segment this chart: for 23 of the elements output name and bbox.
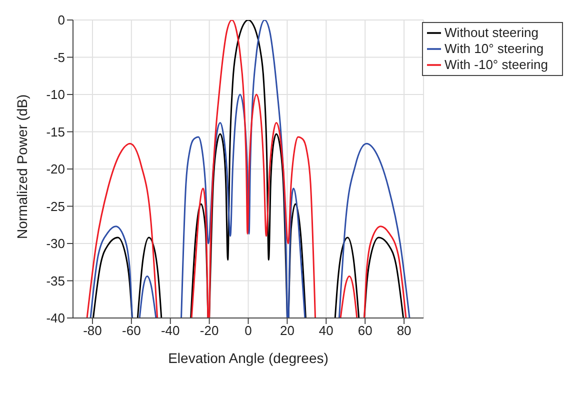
y-tick-label: 0 <box>58 12 65 28</box>
y-tick-label: -30 <box>46 236 65 252</box>
y-tick-label: -40 <box>46 310 65 326</box>
y-tick-label: -25 <box>46 198 65 214</box>
x-tick-label: 60 <box>358 323 372 338</box>
x-tick-label: -60 <box>122 323 141 338</box>
x-tick-label: 0 <box>244 323 252 338</box>
y-axis-title: Normalized Power (dB) <box>14 94 30 239</box>
y-tick-label: -10 <box>46 87 65 102</box>
x-tick-label: 40 <box>318 323 334 338</box>
x-tick-label: 20 <box>280 323 294 338</box>
y-tick-label: -35 <box>46 273 65 288</box>
x-axis-title: Elevation Angle (degrees) <box>168 350 328 366</box>
legend-label: With -10° steering <box>444 57 548 72</box>
x-tick-label: -40 <box>160 323 180 338</box>
x-tick-label: -80 <box>83 323 102 338</box>
y-tick-label: -5 <box>53 50 65 65</box>
x-tick-label: 80 <box>396 323 412 338</box>
y-tick-label: -20 <box>46 162 65 177</box>
y-tick-label: -15 <box>46 124 65 140</box>
x-tick-label: -20 <box>200 323 219 338</box>
legend-label: Without steering <box>444 25 538 40</box>
legend-label: With 10° steering <box>444 41 544 56</box>
